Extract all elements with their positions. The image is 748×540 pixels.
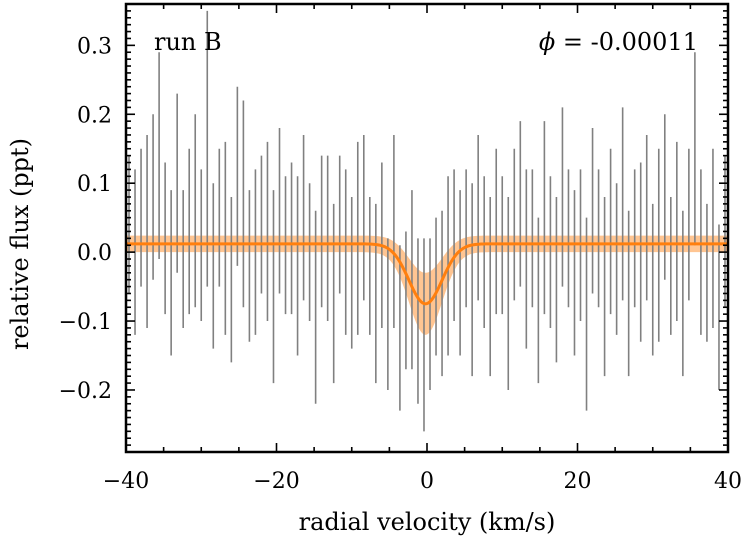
x-axis-label: radial velocity (km/s) [299,508,556,536]
y-axis-label: relative flux (ppt) [6,138,34,350]
phase-label: ϕ = -0.00011 [539,28,698,56]
y-tick-label: 0.3 [77,34,112,59]
y-tick-label: 0.1 [77,172,112,197]
phase-value: = -0.00011 [555,28,698,56]
x-tick-label: −40 [103,469,149,494]
plot-frame [124,2,730,454]
y-tick-label: 0.2 [77,103,112,128]
y-tick-label: 0.0 [77,241,112,266]
data-errorbars [128,10,726,432]
phase-symbol: ϕ [539,28,555,56]
model-confidence-band [126,235,728,335]
model-line-layer [126,242,728,306]
model-line [126,242,728,306]
run-label: run B [154,28,222,56]
model-band-layer [126,235,728,335]
x-tick-label: 20 [564,469,592,494]
x-tick-label: −20 [253,469,299,494]
y-tick-label: −0.1 [59,310,112,335]
y-tick-labels: −0.2 −0.1 0.0 0.1 0.2 0.3 [59,34,112,404]
x-tick-label: 40 [714,469,742,494]
axis-ticks [125,4,729,452]
x-tick-labels: −40 −20 0 20 40 [103,469,742,494]
y-tick-label: −0.2 [59,379,112,404]
x-tick-label: 0 [420,469,434,494]
